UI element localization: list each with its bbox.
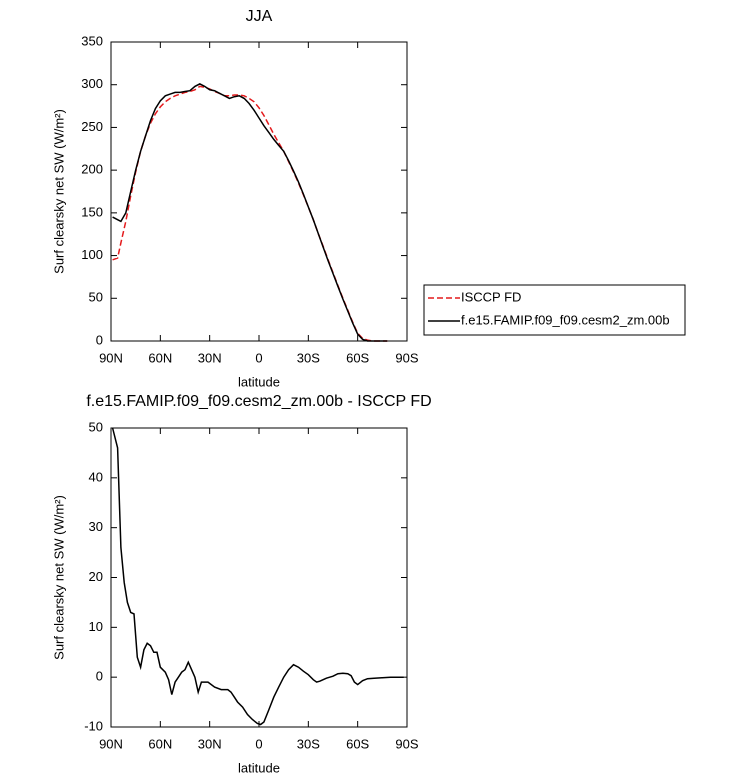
x-tick-label: 0 — [255, 350, 262, 365]
y-tick-label: 150 — [81, 204, 103, 219]
x-tick-label: 90N — [99, 736, 123, 751]
x-axis-label: latitude — [238, 760, 280, 775]
y-tick-label: 250 — [81, 119, 103, 134]
y-axis-label: Surf clearsky net SW (W/m²) — [51, 109, 66, 274]
x-tick-label: 60N — [148, 736, 172, 751]
x-tick-label: 60S — [346, 736, 369, 751]
legend-label: f.e15.FAMIP.f09_f09.cesm2_zm.00b — [461, 312, 670, 327]
x-tick-label: 90N — [99, 350, 123, 365]
x-tick-label: 60N — [148, 350, 172, 365]
x-tick-label: 60S — [346, 350, 369, 365]
x-tick-label: 30N — [198, 736, 222, 751]
y-tick-label: 50 — [89, 290, 103, 305]
chart-title: JJA — [246, 8, 273, 25]
x-axis-label: latitude — [238, 374, 280, 389]
y-axis-label: Surf clearsky net SW (W/m²) — [51, 495, 66, 660]
y-tick-label: 40 — [89, 469, 103, 484]
y-tick-label: 300 — [81, 76, 103, 91]
y-tick-label: -10 — [84, 718, 103, 733]
y-tick-label: 10 — [89, 619, 103, 634]
y-tick-label: 0 — [96, 332, 103, 347]
x-tick-label: 90S — [395, 736, 418, 751]
data-line — [111, 427, 404, 726]
x-tick-label: 90S — [395, 350, 418, 365]
x-tick-label: 30S — [297, 350, 320, 365]
data-line — [112, 85, 388, 342]
x-tick-label: 30S — [297, 736, 320, 751]
y-tick-label: 50 — [89, 419, 103, 434]
legend-label: ISCCP FD — [461, 289, 521, 304]
data-line — [112, 83, 388, 342]
y-tick-label: 200 — [81, 162, 103, 177]
y-tick-label: 100 — [81, 247, 103, 262]
x-tick-label: 0 — [255, 736, 262, 751]
plot-frame — [110, 427, 408, 728]
plot-frame — [110, 41, 408, 342]
y-tick-label: 350 — [81, 33, 103, 48]
y-tick-label: 0 — [96, 669, 103, 684]
y-tick-label: 30 — [89, 519, 103, 534]
chart-title: f.e15.FAMIP.f09_f09.cesm2_zm.00b - ISCCP… — [86, 393, 431, 410]
y-tick-label: 20 — [89, 569, 103, 584]
legend-box — [423, 284, 686, 336]
x-tick-label: 30N — [198, 350, 222, 365]
